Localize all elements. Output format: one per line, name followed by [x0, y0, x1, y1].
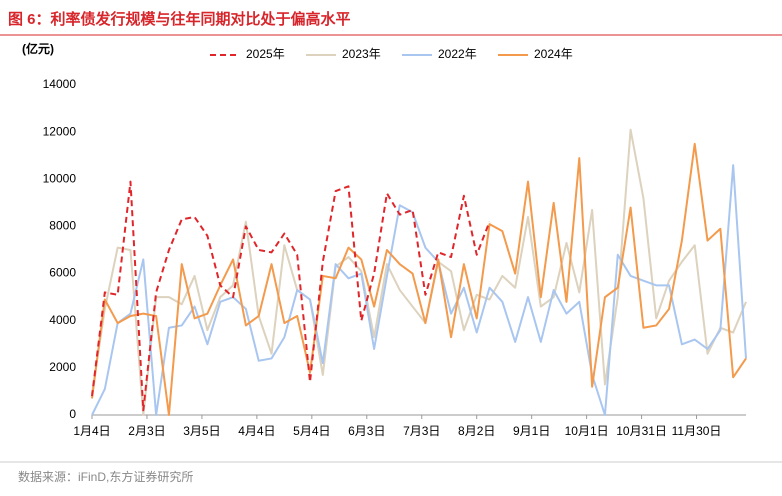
x-tick-label: 4月4日 [238, 424, 275, 438]
y-tick-label: 12000 [43, 124, 77, 138]
legend-label: 2023年 [342, 47, 381, 61]
x-tick-label: 10月1日 [565, 424, 609, 438]
x-tick-label: 8月2日 [458, 424, 495, 438]
y-tick-label: 10000 [43, 171, 77, 185]
legend-label: 2025年 [246, 47, 285, 61]
chart-title: 图 6：利率债发行规模与往年同期对比处于偏高水平 [8, 10, 351, 28]
x-tick-label: 6月3日 [348, 424, 385, 438]
x-tick-label: 3月5日 [183, 424, 220, 438]
y-tick-label: 14000 [43, 77, 77, 91]
x-tick-label: 11月30日 [672, 424, 722, 438]
y-tick-label: 6000 [49, 266, 76, 280]
x-tick-label: 7月3日 [403, 424, 440, 438]
y-tick-label: 0 [69, 407, 76, 421]
legend-label: 2024年 [534, 47, 573, 61]
x-tick-label: 9月1日 [513, 424, 550, 438]
y-tick-label: 2000 [49, 360, 76, 374]
series-line [91, 142, 747, 416]
series-line [91, 164, 747, 416]
y-tick-label: 8000 [49, 219, 76, 233]
y-axis-label: (亿元) [22, 41, 54, 56]
x-tick-label: 1月4日 [73, 424, 110, 438]
source-note: 数据来源：iFinD,东方证券研究所 [18, 469, 193, 484]
series-line [91, 128, 747, 416]
y-tick-label: 4000 [49, 313, 76, 327]
x-tick-label: 2月3日 [128, 424, 165, 438]
x-tick-label: 10月31日 [616, 424, 667, 438]
legend-label: 2022年 [438, 47, 477, 61]
x-tick-label: 5月4日 [293, 424, 330, 438]
